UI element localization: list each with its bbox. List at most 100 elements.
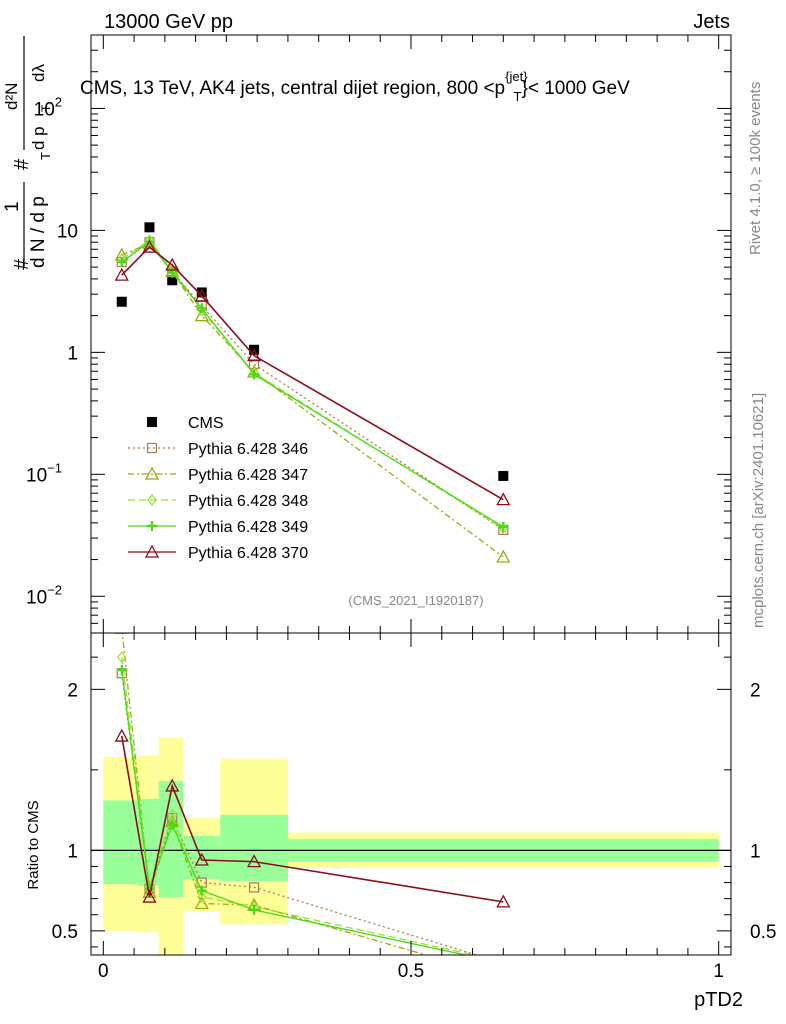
ylabel-d2N: d²N	[2, 83, 21, 110]
ratio-point	[114, 633, 129, 634]
series-line	[121, 241, 504, 531]
data-point	[142, 239, 157, 253]
band-inner	[158, 781, 184, 898]
ylabel-T1: T	[38, 152, 53, 160]
ratio-y-tick-label: 1	[67, 841, 78, 862]
uncertainty-bands	[103, 737, 719, 955]
ratio-line	[121, 633, 429, 955]
series-pythia-347	[114, 236, 511, 563]
legend-entry: Pythia 6.428 347	[128, 466, 308, 484]
ratio-point	[197, 891, 207, 904]
mcplots-label: mcplots.cern.ch [arXiv:2401.10621]	[750, 393, 767, 628]
ratio-point	[248, 882, 260, 893]
header-left: 13000 GeV pp	[104, 11, 233, 33]
y-tick-label: 1	[67, 343, 78, 364]
data-point	[116, 257, 127, 268]
y-tick-label: 10−1	[26, 460, 62, 486]
legend-label: CMS	[188, 415, 224, 432]
data-point	[496, 492, 511, 506]
title-sup: {jet}	[505, 69, 528, 84]
y-tick-label: 102	[34, 94, 62, 120]
data-point	[498, 521, 509, 532]
band-inner	[220, 814, 288, 881]
series-cms	[116, 222, 509, 481]
ratio-point	[498, 958, 508, 968]
ratio-y-tick-label-right: 0.5	[750, 922, 776, 943]
ylabel-dl: dλ	[29, 64, 48, 82]
rivet-label: Rivet 4.1.0, ≥ 100k events	[747, 82, 764, 255]
y-tick-label: 10−2	[26, 582, 62, 608]
ratio-point	[196, 885, 207, 896]
data-point	[144, 222, 155, 233]
ratio-ylabel: Ratio to CMS	[25, 800, 42, 889]
series-pythia-370	[114, 239, 511, 506]
data-point	[196, 287, 207, 298]
main-ylabel: # 1 d N / d p T # d²N d p T dλ	[2, 36, 53, 270]
main-panel: 10−2 10−1 1 10 102 CMS, 13 TeV, AK4 jets, ce…	[26, 34, 732, 634]
data-point	[114, 267, 129, 281]
legend-label: Pythia 6.428 348	[188, 493, 308, 510]
ratio-line	[120, 735, 504, 903]
legend: CMS Pythia 6.428 346 Pythia 6.428 347 Pythi…	[128, 415, 308, 562]
band-inner	[137, 798, 159, 886]
x-tick-label: 1	[713, 961, 724, 982]
x-tick-label: 0	[98, 961, 109, 982]
y-tick-label: 10	[57, 221, 78, 242]
ratio-point	[142, 889, 157, 903]
main-frame	[90, 34, 732, 634]
ratio-point	[497, 972, 509, 983]
ylabel-one: 1	[2, 201, 23, 212]
legend-entry: Pythia 6.428 346	[128, 441, 308, 458]
legend-entry: CMS	[147, 415, 224, 432]
ratio-point	[142, 884, 157, 898]
legend-label: Pythia 6.428 370	[188, 545, 308, 562]
ratio-y-tick-label-right: 2	[750, 680, 761, 701]
ratio-point	[116, 665, 127, 676]
main-plot-area	[114, 222, 511, 563]
ratio-line	[121, 669, 469, 955]
legend-marker	[144, 466, 160, 480]
ratio-y-tick-label-right: 1	[750, 841, 761, 862]
data-point	[167, 275, 178, 286]
series-line	[121, 242, 504, 558]
legend-label: Pythia 6.428 346	[188, 441, 308, 458]
data-point	[246, 348, 262, 362]
ratio-panel: 0.5 0.5 1 1 2 2 0 0.5 1 Ratio to CMS pTD2	[25, 632, 776, 1011]
ratio-point	[499, 956, 507, 966]
ratio-point	[194, 852, 209, 866]
ratio-y-tick-label: 0.5	[52, 922, 78, 943]
analysis-watermark: (CMS_2021_I1920187)	[348, 593, 483, 608]
ratio-series-370	[114, 728, 511, 908]
legend-marker	[146, 442, 158, 454]
legend-marker	[147, 521, 157, 531]
ratio-y-tick-label: 2	[67, 680, 78, 701]
legend-entry: Pythia 6.428 370	[128, 544, 308, 562]
series-line	[121, 240, 504, 528]
series-line	[121, 239, 504, 529]
ratio-point	[117, 651, 127, 664]
ylabel-hash-1: #	[11, 258, 33, 270]
legend-marker	[147, 494, 157, 506]
ratio-point	[194, 896, 209, 910]
legend-entry: Pythia 6.428 348	[128, 493, 308, 510]
data-point	[167, 267, 178, 278]
legend-entry: Pythia 6.428 349	[128, 519, 308, 536]
band-inner	[103, 800, 138, 885]
ratio-ticks: 0.5 0.5 1 1 2 2 0 0.5 1	[52, 633, 776, 982]
ratio-point	[249, 904, 260, 915]
ratio-point	[114, 728, 129, 742]
legend-label: Pythia 6.428 347	[188, 467, 308, 484]
title-prefix: CMS, 13 TeV, AK4 jets, central dijet reg…	[80, 78, 505, 99]
x-axis-label: pTD2	[694, 989, 743, 1011]
series-line	[121, 245, 504, 501]
data-point	[496, 549, 511, 563]
ratio-point	[167, 819, 178, 830]
header-right: Jets	[693, 11, 730, 33]
data-point	[165, 257, 180, 271]
legend-marker	[147, 417, 157, 427]
data-point	[196, 303, 207, 314]
ratio-point	[246, 854, 262, 868]
legend-marker	[144, 544, 160, 558]
main-ticks: 10−2 10−1 1 10 102	[26, 34, 731, 634]
